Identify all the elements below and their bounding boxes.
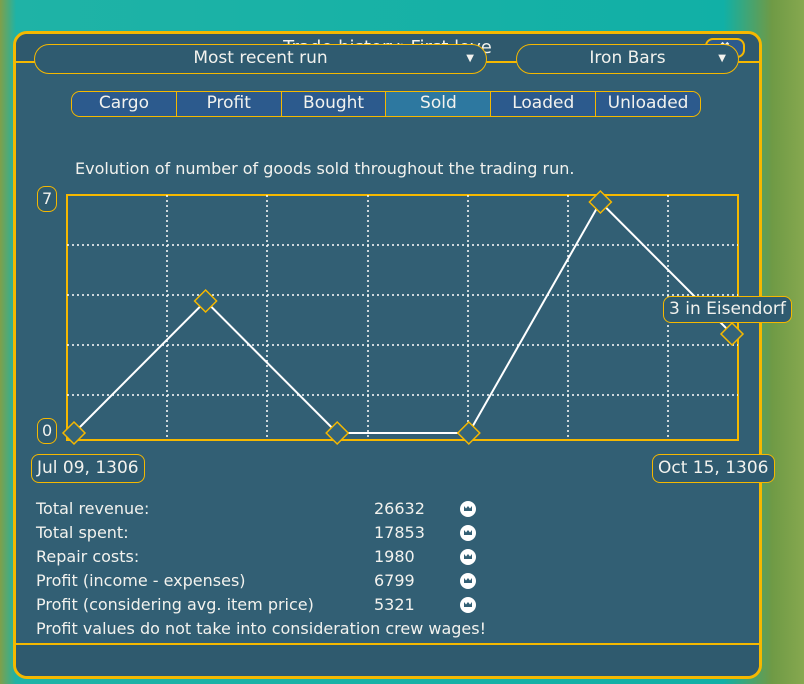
stat-profit-avg: Profit (considering avg. item price) 5321 [36, 593, 486, 617]
stats-list: Total revenue: 26632 Total spent: 17853 Re… [36, 497, 486, 641]
stat-value: 26632 [374, 499, 425, 518]
chevron-down-icon: ▼ [466, 53, 474, 64]
stat-label: Total revenue: [36, 499, 150, 518]
chevron-down-icon: ▼ [718, 53, 726, 64]
stat-value: 6799 [374, 571, 415, 590]
crown-coin-icon [460, 549, 476, 565]
stat-value: 1980 [374, 547, 415, 566]
data-tooltip: 3 in Eisendorf [663, 296, 792, 323]
stat-value: 17853 [374, 523, 425, 542]
tab-cargo[interactable]: Cargo [72, 92, 177, 116]
x-end-label: Oct 15, 1306 [652, 454, 775, 483]
stat-label: Repair costs: [36, 547, 140, 566]
crown-coin-icon [460, 525, 476, 541]
crown-coin-icon [460, 573, 476, 589]
stat-total-revenue: Total revenue: 26632 [36, 497, 486, 521]
stat-label: Profit (considering avg. item price) [36, 595, 314, 614]
stat-repair-costs: Repair costs: 1980 [36, 545, 486, 569]
crown-coin-icon [460, 597, 476, 613]
run-select[interactable]: Most recent run ▼ [34, 44, 487, 74]
stat-total-spent: Total spent: 17853 [36, 521, 486, 545]
run-select-value: Most recent run [193, 48, 328, 68]
chart-description: Evolution of number of goods sold throug… [75, 159, 575, 178]
goods-select[interactable]: Iron Bars ▼ [516, 44, 739, 74]
goods-select-value: Iron Bars [589, 48, 666, 68]
y-max-label: 7 [37, 186, 58, 212]
stat-profit: Profit (income - expenses) 6799 [36, 569, 486, 593]
wages-note: Profit values do not take into considera… [36, 619, 487, 638]
tab-bought[interactable]: Bought [281, 92, 387, 116]
tab-profit[interactable]: Profit [176, 92, 282, 116]
crown-coin-icon [460, 501, 476, 517]
stat-label: Total spent: [36, 523, 129, 542]
tab-loaded[interactable]: Loaded [491, 92, 597, 116]
stat-label: Profit (income - expenses) [36, 571, 246, 590]
y-min-label: 0 [37, 418, 58, 444]
x-start-label: Jul 09, 1306 [31, 454, 145, 483]
chart-tabs: Cargo Profit Bought Sold Loaded Unloaded [71, 91, 701, 117]
tab-sold[interactable]: Sold [386, 92, 492, 116]
stat-value: 5321 [374, 595, 415, 614]
window-footer [16, 643, 759, 676]
tab-unloaded[interactable]: Unloaded [596, 92, 700, 116]
